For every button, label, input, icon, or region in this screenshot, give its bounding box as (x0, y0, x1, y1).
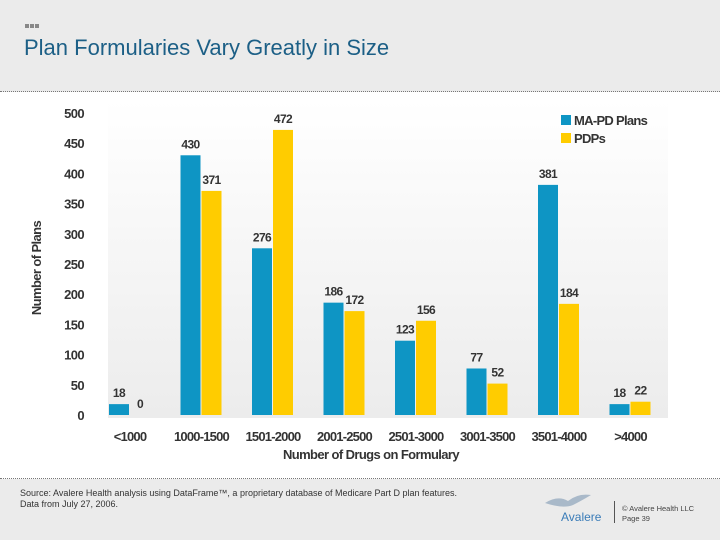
source-note: Source: Avalere Health analysis using Da… (20, 488, 540, 510)
y-tick-label: 400 (64, 166, 84, 181)
data-label: 276 (253, 230, 272, 244)
legend-swatch (561, 133, 571, 143)
bar-ma-pd (109, 404, 129, 415)
x-tick-label: <1000 (114, 429, 147, 444)
data-label: 18 (113, 386, 126, 400)
x-tick-label: 1501-2000 (246, 429, 302, 444)
source-line-2: Data from July 27, 2006. (20, 499, 119, 509)
y-tick-label: 50 (71, 378, 85, 393)
data-label: 381 (539, 167, 558, 181)
y-tick-label: 100 (64, 348, 84, 363)
bar-pdps (344, 311, 365, 415)
legend-label: MA-PD Plans (574, 113, 648, 128)
logo-text: Avalere (561, 510, 602, 524)
x-axis-label: Number of Drugs on Formulary (283, 447, 460, 462)
slide-header: Plan Formularies Vary Greatly in Size (0, 0, 720, 92)
bar-pdps (201, 190, 222, 415)
data-label: 22 (634, 384, 647, 398)
header-dots-icon (25, 24, 39, 28)
x-tick-label: 3501-4000 (532, 429, 588, 444)
y-tick-label: 250 (64, 257, 84, 272)
bar-pdps (273, 129, 293, 416)
data-label: 172 (345, 293, 364, 307)
bar-ma-pd (180, 155, 201, 415)
bar-pdps (630, 401, 651, 415)
bar-ma-pd (538, 184, 558, 415)
bar-ma-pd (252, 248, 272, 415)
data-label: 186 (324, 285, 343, 299)
data-label: 18 (613, 386, 626, 400)
data-label: 430 (181, 137, 200, 151)
x-tick-label: 1000-1500 (174, 429, 230, 444)
data-label: 123 (396, 323, 415, 337)
y-axis-label: Number of Plans (29, 220, 44, 315)
data-label: 184 (560, 286, 579, 300)
x-tick-label: 2001-2500 (317, 429, 373, 444)
y-tick-label: 350 (64, 197, 84, 212)
slide-footer: Source: Avalere Health analysis using Da… (0, 479, 720, 540)
y-tick-label: 450 (64, 136, 84, 151)
data-label: 371 (202, 173, 221, 187)
bar-pdps (559, 303, 579, 415)
x-tick-label: 2501-3000 (389, 429, 445, 444)
bar-ma-pd (466, 368, 487, 415)
data-label: 472 (274, 112, 293, 126)
data-label: 156 (417, 303, 436, 317)
legend-swatch (561, 115, 571, 125)
data-label: 77 (470, 350, 483, 364)
y-tick-label: 300 (64, 227, 84, 242)
bar-pdps (487, 383, 508, 415)
slide-title: Plan Formularies Vary Greatly in Size (24, 35, 390, 60)
legend-label: PDPs (574, 131, 606, 146)
x-tick-label: >4000 (614, 429, 647, 444)
chart-area: 0 50 100 150 200 250 300 350 400 450 500 18 0 430 371 2… (0, 92, 720, 479)
data-label: 0 (137, 397, 144, 411)
source-line-1: Source: Avalere Health analysis using Da… (20, 488, 458, 498)
bar-ma-pd (323, 302, 344, 415)
x-tick-label: 3001-3500 (460, 429, 516, 444)
bar-chart: 0 50 100 150 200 250 300 350 400 450 500 18 0 430 371 2… (29, 100, 668, 462)
bar-ma-pd (609, 404, 630, 415)
y-tick-label: 200 (64, 287, 84, 302)
data-label: 52 (491, 366, 504, 380)
y-tick-label: 0 (77, 408, 84, 423)
y-tick-label: 150 (64, 317, 84, 332)
bar-pdps (416, 320, 436, 415)
y-tick-label: 500 (64, 106, 84, 121)
avalere-logo: Avalere (533, 491, 611, 525)
copyright: © Avalere Health LLC Page 39 (622, 504, 694, 524)
page-number: Page 39 (622, 514, 650, 523)
bird-logo-icon (545, 494, 591, 507)
copyright-text: © Avalere Health LLC (622, 504, 695, 513)
bar-ma-pd (395, 340, 415, 415)
footer-divider (614, 501, 615, 523)
